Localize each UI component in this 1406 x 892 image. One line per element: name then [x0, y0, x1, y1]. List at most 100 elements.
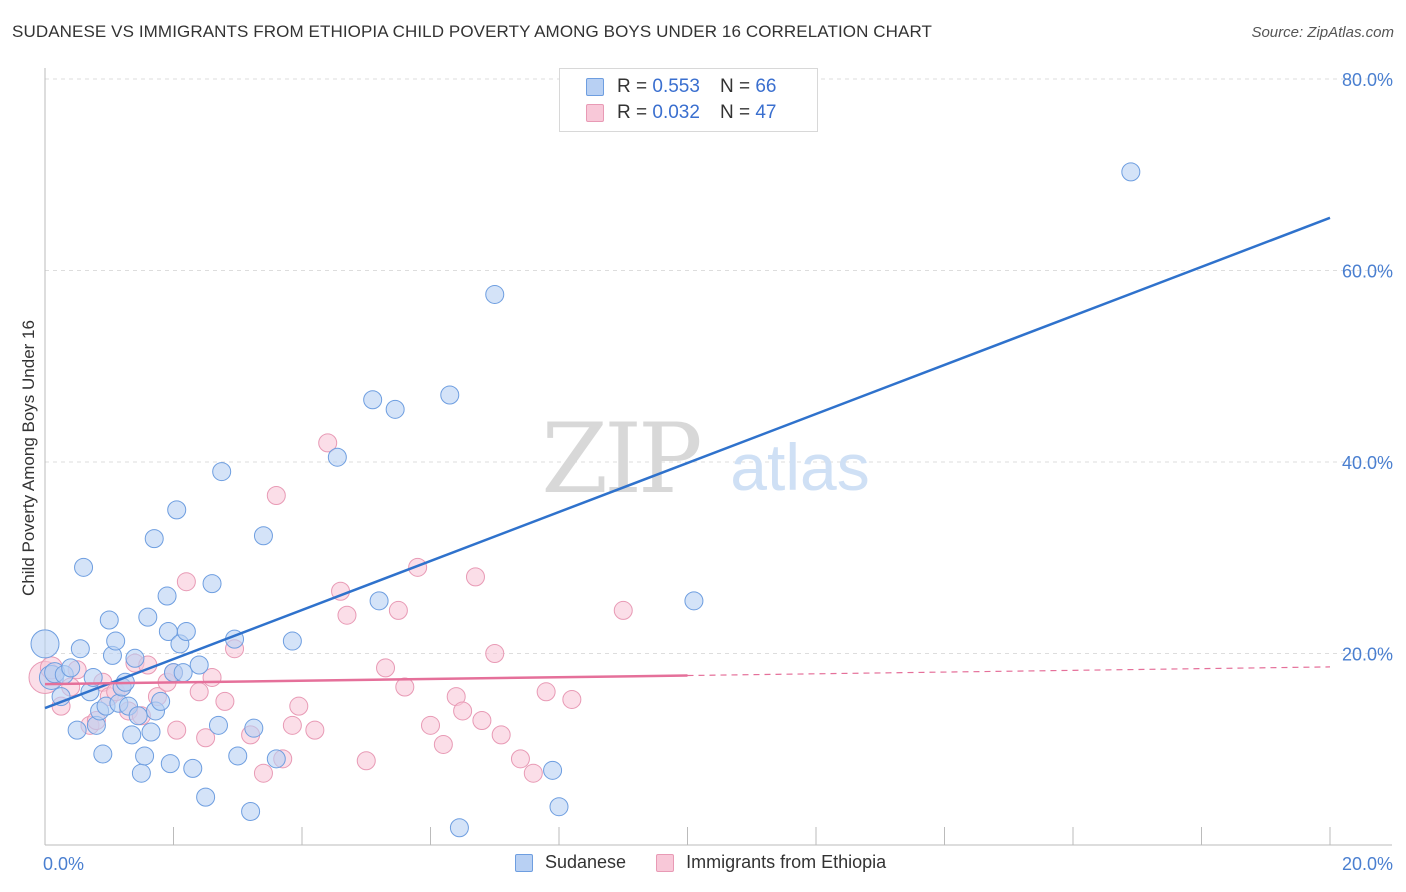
sudanese-point: [160, 754, 180, 774]
sudanese-point: [61, 658, 81, 678]
n-label: N =: [719, 76, 751, 97]
sudanese-point: [157, 586, 177, 606]
ethiopia-point: [421, 715, 440, 735]
sudanese-point: [369, 591, 389, 611]
ethiopia-point: [289, 696, 309, 716]
ethiopia-point: [282, 715, 302, 735]
ethiopia-point: [485, 644, 505, 663]
sudanese-point: [131, 763, 151, 783]
sudanese-point: [167, 500, 187, 520]
sudanese-point: [549, 797, 569, 817]
r-label: R =: [617, 76, 648, 97]
legend-item-sudanese[interactable]: Sudanese: [515, 852, 626, 873]
sudanese-point: [138, 607, 158, 627]
sudanese-swatch: [515, 853, 533, 872]
tick-labels: 20.0% 40.0% 60.0% 80.0% 0.0% 20.0%: [43, 70, 1393, 874]
ethiopia-trend-extension: [687, 666, 1331, 677]
sudanese-point: [189, 655, 209, 675]
sudanese-point: [83, 667, 103, 687]
ethiopia-point: [536, 682, 556, 702]
ethiopia-point: [510, 749, 530, 769]
sudanese-point: [93, 744, 113, 764]
legend-row-ethiopia: R = 0.032 N = 47: [586, 101, 776, 125]
sudanese-swatch: [586, 78, 604, 96]
sudanese-point: [176, 621, 196, 641]
sudanese-point: [135, 746, 155, 766]
sudanese-point: [99, 610, 119, 630]
source-credit: Source: ZipAtlas.com: [1251, 24, 1394, 41]
y-tick-label: 20.0%: [1342, 645, 1393, 665]
ethiopia-swatch: [656, 853, 675, 872]
sudanese-point: [151, 691, 171, 711]
ethiopia-point: [215, 691, 235, 711]
sudanese-point: [122, 725, 142, 745]
sudanese-point: [128, 706, 148, 726]
n-label: N =: [719, 102, 751, 123]
axes: [44, 68, 1392, 846]
sudanese-point: [30, 629, 60, 659]
ethiopia-point: [562, 689, 582, 709]
n-value-ethiopia: 47: [755, 102, 777, 123]
sudanese-point: [144, 529, 164, 549]
sudanese-point: [106, 631, 126, 651]
sudanese-point: [212, 462, 232, 482]
sudanese-point: [543, 760, 563, 780]
ethiopia-point: [613, 600, 633, 620]
ethiopia-point: [189, 682, 209, 702]
ethiopia-point: [453, 701, 473, 721]
ethiopia-point: [523, 763, 543, 783]
ethiopia-point: [318, 433, 338, 453]
sudanese-point: [74, 557, 94, 577]
ethiopia-point: [388, 600, 408, 620]
sudanese-point: [244, 718, 264, 738]
sudanese-point: [125, 648, 145, 668]
sudanese-point: [67, 720, 87, 740]
legend-row-sudanese: R = 0.553 N = 66: [586, 75, 776, 99]
sudanese-point: [253, 526, 273, 546]
sudanese-point: [327, 447, 347, 467]
ethiopia-point: [395, 677, 415, 697]
sudanese-point: [385, 399, 405, 419]
sudanese-point: [183, 758, 203, 778]
sudanese-point: [202, 574, 222, 594]
ethiopia-point: [356, 751, 376, 771]
sudanese-point: [196, 787, 216, 807]
sudanese-point: [1121, 162, 1141, 182]
watermark-atlas: atlas: [730, 430, 869, 504]
sudanese-point: [440, 385, 460, 405]
y-tick-label: 40.0%: [1342, 453, 1393, 473]
y-tick-label: 80.0%: [1342, 70, 1393, 90]
legend-label-sudanese: Sudanese: [545, 852, 627, 872]
ethiopia-point: [167, 720, 187, 740]
sudanese-point: [449, 818, 469, 838]
ethiopia-point: [253, 763, 273, 783]
sudanese-point: [141, 722, 161, 742]
y-axis-label: Child Poverty Among Boys Under 16: [19, 320, 38, 596]
ethiopia-point: [376, 658, 396, 678]
ethiopia-point: [305, 720, 325, 740]
sudanese-point: [485, 284, 505, 304]
legend-label-ethiopia: Immigrants from Ethiopia: [686, 852, 887, 872]
grid-lines: [45, 78, 1392, 654]
sudanese-point: [173, 663, 193, 683]
sudanese-point: [70, 639, 90, 659]
ethiopia-point: [472, 711, 492, 731]
chart-title: SUDANESE VS IMMIGRANTS FROM ETHIOPIA CHI…: [12, 22, 933, 41]
legend-item-ethiopia[interactable]: Immigrants from Ethiopia: [656, 852, 886, 873]
ethiopia-point: [465, 567, 485, 587]
ethiopia-point: [176, 572, 196, 592]
ethiopia-point: [433, 734, 453, 754]
sudanese-point: [282, 631, 302, 651]
ethiopia-point: [266, 486, 286, 506]
ethiopia-point: [408, 557, 428, 577]
x-tick-label: 20.0%: [1342, 854, 1393, 874]
watermark-zip: ZIP: [541, 403, 700, 515]
sudanese-point: [684, 591, 704, 611]
series-legend: Sudanese Immigrants from Ethiopia: [515, 852, 916, 873]
r-label: R =: [617, 102, 648, 123]
r-value-ethiopia: 0.032: [652, 102, 700, 123]
ethiopia-point: [337, 605, 357, 625]
ethiopia-trend-line: [44, 674, 688, 686]
ethiopia-point: [491, 725, 511, 745]
